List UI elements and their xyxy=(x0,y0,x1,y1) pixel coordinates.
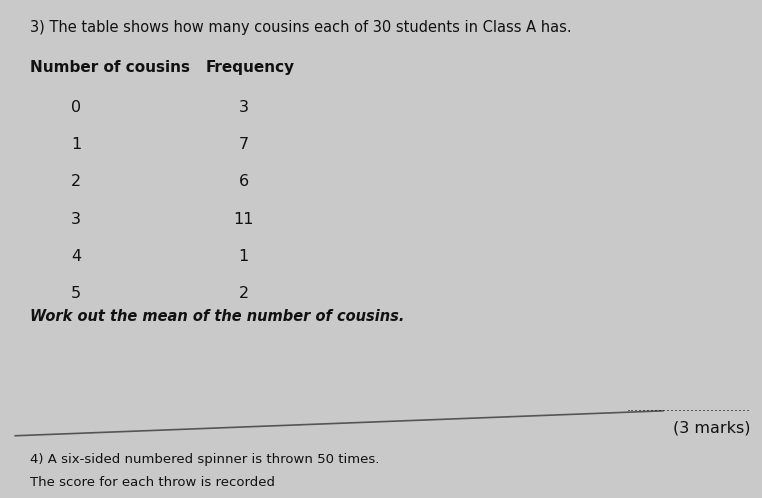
Text: 1: 1 xyxy=(239,249,249,264)
Text: 3: 3 xyxy=(71,212,82,227)
Text: 3: 3 xyxy=(239,100,249,115)
Text: Frequency: Frequency xyxy=(206,60,295,75)
Text: 6: 6 xyxy=(239,174,249,189)
Text: 2: 2 xyxy=(239,286,249,301)
Text: 0: 0 xyxy=(71,100,82,115)
Text: Number of cousins: Number of cousins xyxy=(30,60,190,75)
Text: 2: 2 xyxy=(71,174,82,189)
Text: ...............................: ............................... xyxy=(626,401,751,414)
Text: 4) A six-sided numbered spinner is thrown 50 times.: 4) A six-sided numbered spinner is throw… xyxy=(30,453,379,466)
Text: (3 marks): (3 marks) xyxy=(673,421,751,436)
Text: Work out the mean of the number of cousins.: Work out the mean of the number of cousi… xyxy=(30,309,405,324)
Text: 5: 5 xyxy=(71,286,82,301)
Text: 1: 1 xyxy=(71,137,82,152)
Text: 3) The table shows how many cousins each of 30 students in Class A has.: 3) The table shows how many cousins each… xyxy=(30,20,572,35)
Text: 7: 7 xyxy=(239,137,249,152)
Text: 11: 11 xyxy=(234,212,254,227)
Text: 4: 4 xyxy=(71,249,82,264)
Text: The score for each throw is recorded: The score for each throw is recorded xyxy=(30,476,276,489)
